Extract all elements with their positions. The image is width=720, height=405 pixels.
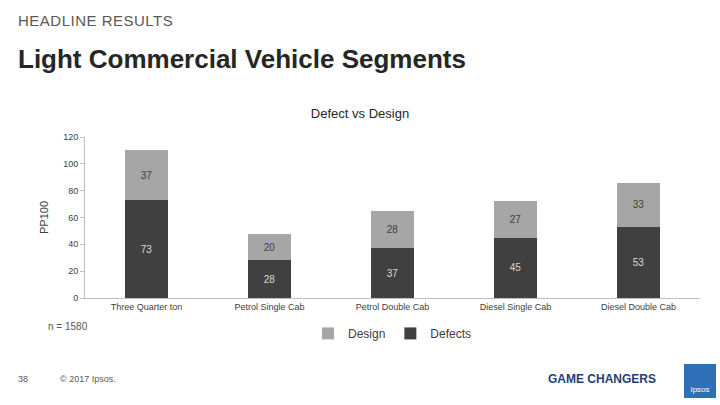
svg-text:Design: Design	[348, 327, 385, 341]
html-text:Light Commercial Vehicle Segme: Light Commercial Vehicle Segments	[18, 44, 466, 74]
svg-text:100: 100	[63, 159, 78, 169]
svg-text:Defect vs Design: Defect vs Design	[311, 106, 409, 121]
svg-text:Defects: Defects	[430, 327, 471, 341]
svg-text:33: 33	[633, 199, 645, 210]
svg-text:37: 37	[141, 170, 153, 181]
svg-text:37: 37	[387, 268, 399, 279]
svg-text:60: 60	[68, 213, 78, 223]
svg-text:28: 28	[264, 274, 276, 285]
svg-text:20: 20	[68, 266, 78, 276]
svg-text:73: 73	[141, 244, 153, 255]
svg-text:45: 45	[510, 262, 522, 273]
svg-text:Diesel Double Cab: Diesel Double Cab	[601, 302, 676, 312]
svg-text:Three Quarter ton: Three Quarter ton	[111, 302, 183, 312]
svg-text:PP100: PP100	[38, 201, 50, 234]
html-text:38: 38	[18, 374, 28, 384]
svg-text:20: 20	[264, 242, 276, 253]
svg-text:40: 40	[68, 239, 78, 249]
html-text:HEADLINE RESULTS: HEADLINE RESULTS	[18, 12, 174, 29]
svg-text:Petrol Single Cab: Petrol Single Cab	[234, 302, 304, 312]
html-text:Ipsos: Ipsos	[690, 385, 710, 394]
svg-text:28: 28	[387, 224, 399, 235]
html-text:© 2017 Ipsos.: © 2017 Ipsos.	[60, 374, 116, 384]
svg-text:Diesel Single Cab: Diesel Single Cab	[480, 302, 552, 312]
svg-text:0: 0	[73, 293, 78, 303]
svg-text:27: 27	[510, 214, 522, 225]
html-text:GAME CHANGERS: GAME CHANGERS	[548, 372, 656, 386]
svg-text:80: 80	[68, 186, 78, 196]
svg-text:53: 53	[633, 257, 645, 268]
svg-text:120: 120	[63, 132, 78, 142]
svg-text:Petrol Double Cab: Petrol Double Cab	[356, 302, 430, 312]
html-text:n = 1580: n = 1580	[48, 321, 88, 332]
